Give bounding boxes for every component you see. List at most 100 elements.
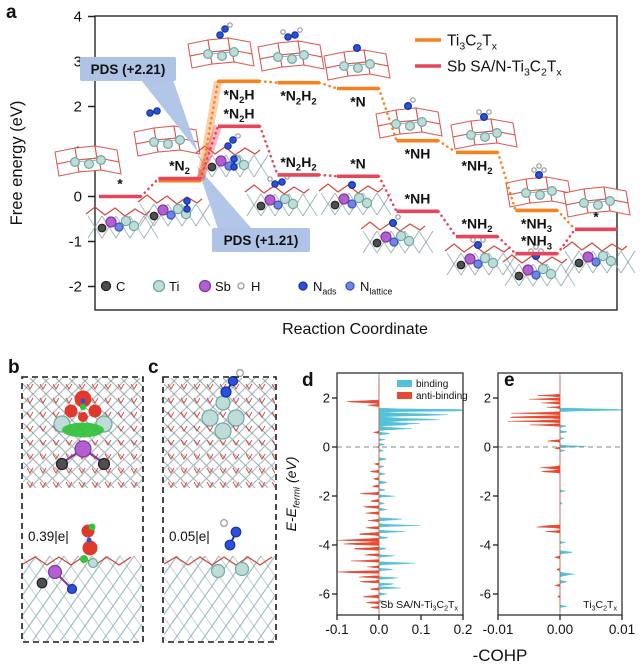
atom-NL [473, 259, 483, 269]
atom-Ti [175, 134, 186, 146]
decoration [74, 555, 135, 641]
decoration [167, 383, 175, 390]
y-tick-label: -2 [69, 279, 82, 296]
decoration [107, 453, 142, 488]
decoration [0, 556, 12, 641]
lattice-cell [153, 125, 177, 141]
structure-inset-side [360, 214, 434, 254]
decoration: T [448, 599, 455, 611]
atom-Ti [83, 158, 95, 170]
structure-inset-top [450, 109, 518, 150]
atom-Ti [87, 557, 99, 569]
connector [199, 125, 220, 180]
structure-inset-side [562, 241, 636, 274]
decoration: 3 [524, 67, 530, 79]
atom-C [97, 457, 111, 471]
decoration [222, 435, 275, 488]
lattice-edge [360, 221, 426, 232]
atom-H [470, 237, 476, 243]
atom-H [480, 237, 486, 243]
atom-N [388, 219, 398, 228]
decoration [245, 481, 253, 488]
decoration [164, 636, 167, 641]
decoration: *NH [405, 146, 431, 162]
decoration: H [301, 154, 311, 170]
isosurface-green [80, 555, 88, 563]
structure-inset-top [187, 22, 255, 69]
cohp-legend: binding anti-binding [397, 379, 468, 402]
decoration [167, 481, 175, 488]
panel-label-b: b [8, 357, 20, 378]
atom-Ti [597, 250, 609, 262]
decoration: 2 [311, 163, 316, 174]
anti-binding-label: anti-binding [416, 391, 468, 402]
decoration [180, 411, 188, 418]
atom-Sb [380, 231, 392, 243]
atom-Ti [417, 116, 428, 128]
decoration [201, 555, 262, 641]
cohp-plots: 2 0 -2 -4 -6 -0.1 0.0 0.1 0.2 2 0 -2 -4 -6 -0.01 0.00 0.… [318, 372, 635, 637]
atom-C [574, 258, 584, 268]
atom-legend-label: Nlattice [360, 279, 392, 296]
decoration [130, 623, 142, 641]
decoration [130, 439, 138, 446]
pds-callouts: PDS (+2.21) PDS (+1.21) [80, 57, 310, 252]
atom-Ti [279, 193, 291, 205]
decoration [117, 425, 125, 432]
decoration [219, 411, 227, 418]
decoration [78, 383, 86, 390]
state-label-orange: *N2H [224, 86, 255, 106]
decoration [232, 453, 240, 460]
panel-label-e: e [504, 370, 515, 391]
decoration: x [556, 67, 562, 79]
decoration: *N [169, 158, 185, 174]
decoration [130, 383, 138, 390]
connector [377, 87, 398, 142]
decoration [245, 397, 253, 404]
decoration [91, 467, 99, 474]
y-tick-label: 2 [74, 99, 82, 116]
decoration: C [465, 33, 476, 50]
decoration [164, 383, 269, 488]
atom-Ti [339, 60, 350, 72]
lattice-cell [277, 40, 301, 56]
atom-C [514, 271, 524, 281]
panel-a-axes: 43210-1-2 [69, 9, 618, 311]
decoration [130, 467, 138, 474]
decoration [257, 614, 275, 641]
decoration [195, 203, 211, 227]
connector [318, 81, 339, 90]
x-tick-label: 0.2 [454, 622, 473, 637]
atom-Ti [391, 118, 402, 130]
decoration: *NH [521, 215, 547, 231]
isosurface-red [88, 404, 102, 418]
atom-legend-swatch [152, 279, 166, 293]
decoration [206, 467, 214, 474]
lattice-mesh [164, 378, 275, 488]
atom-C [372, 238, 382, 248]
lattice-edge [562, 241, 628, 252]
decoration: x [454, 605, 458, 613]
decoration [139, 203, 155, 227]
decoration [23, 378, 76, 431]
decoration [235, 378, 275, 418]
decoration [245, 425, 253, 432]
decoration: *N [224, 105, 240, 121]
atom-N [86, 537, 92, 543]
panel-c-structures [164, 369, 275, 641]
atom-Ti [120, 215, 132, 227]
lattice-edge [244, 184, 310, 195]
decoration [23, 555, 79, 636]
decoration: H [251, 279, 260, 294]
decoration [88, 563, 142, 641]
isosurface-green [62, 422, 104, 438]
decoration [65, 383, 73, 390]
atom-N [230, 155, 238, 163]
atom-Ti [238, 159, 250, 171]
decoration: 3 [433, 605, 437, 613]
decoration [222, 378, 275, 431]
atom-H [297, 27, 303, 33]
decoration [116, 603, 142, 641]
decoration [164, 556, 273, 566]
isosurface-green [79, 403, 87, 411]
